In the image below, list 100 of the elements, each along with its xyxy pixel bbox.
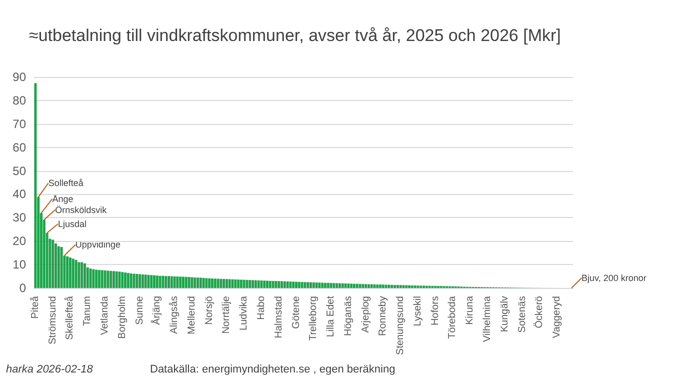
bar xyxy=(214,278,216,288)
bar xyxy=(92,269,95,288)
bar xyxy=(408,285,411,288)
x-tick-label: Lysekil xyxy=(412,296,424,326)
x-tick-label: Strömsund xyxy=(47,296,58,344)
bar xyxy=(179,276,182,288)
x-tick-label: Alingsås xyxy=(168,296,180,334)
bar xyxy=(237,280,240,288)
bar xyxy=(220,278,222,288)
text: Bjuv, 200 kronor xyxy=(582,273,646,283)
bar xyxy=(124,272,127,288)
bar xyxy=(252,280,254,288)
x-tick-label: Sunne xyxy=(134,296,146,325)
bar xyxy=(370,284,373,288)
bar xyxy=(173,276,176,288)
bar xyxy=(147,274,150,288)
bar xyxy=(138,274,142,288)
bar xyxy=(225,279,228,288)
x-tick-label: Trelleborg xyxy=(308,296,320,341)
bar xyxy=(112,271,115,288)
bar xyxy=(176,276,179,288)
x-tick-label: Tanum xyxy=(82,296,94,326)
x-tick-label: Vaggeryd xyxy=(552,296,563,338)
bar xyxy=(156,276,158,288)
x-tick-label: Kungälv xyxy=(499,296,510,332)
bar xyxy=(382,284,384,288)
bar xyxy=(106,270,110,288)
y-tick-label: 10 xyxy=(12,258,26,272)
bar xyxy=(234,279,237,288)
x-tick-label: Habo xyxy=(256,296,267,320)
bar xyxy=(315,282,318,288)
x-tick-label: Piteå xyxy=(28,296,41,319)
bar xyxy=(266,280,269,288)
bar xyxy=(199,278,202,288)
annotation: Ånge xyxy=(52,194,74,204)
x-tick-label: Vilhelmina xyxy=(482,296,494,342)
bar xyxy=(304,282,306,288)
bar xyxy=(260,280,263,288)
bar xyxy=(330,282,332,288)
bar xyxy=(405,285,408,288)
bar xyxy=(384,284,388,288)
x-tick-label: Halmstad xyxy=(273,296,284,338)
bar xyxy=(115,271,118,288)
bar xyxy=(341,283,344,288)
x-tick-label: Borgholm xyxy=(116,296,128,339)
bar xyxy=(248,280,252,288)
x-tick-label: Ludvika xyxy=(238,296,250,330)
bar xyxy=(141,274,144,288)
bar xyxy=(57,246,60,288)
bar xyxy=(254,280,257,288)
bar xyxy=(164,276,168,288)
bar xyxy=(326,282,330,288)
bar xyxy=(350,284,353,288)
bar xyxy=(364,284,368,288)
bar xyxy=(132,274,136,288)
bar xyxy=(126,272,130,288)
bar xyxy=(95,270,98,288)
x-tick-label: Hofors xyxy=(430,296,441,326)
bar xyxy=(68,258,72,288)
bar xyxy=(194,277,196,288)
bar xyxy=(390,284,394,288)
annotation: Ljusdal xyxy=(58,218,87,229)
bar xyxy=(376,284,379,288)
bar xyxy=(338,283,341,288)
y-tick-label: 60 xyxy=(12,140,26,154)
bar xyxy=(168,276,170,288)
bar xyxy=(158,276,162,288)
x-tick-label: Mellerud xyxy=(186,296,198,334)
bar xyxy=(332,283,336,288)
bar xyxy=(396,284,399,288)
bar xyxy=(306,282,310,288)
bar xyxy=(188,276,190,288)
y-tick-label: 70 xyxy=(12,116,26,131)
bar xyxy=(228,279,231,288)
bar xyxy=(78,262,80,288)
x-tick-label: Arjeplog xyxy=(360,296,372,333)
bar xyxy=(80,262,84,288)
bar xyxy=(344,283,347,288)
bar xyxy=(240,280,242,288)
y-tick-label: 40 xyxy=(12,187,26,202)
x-tick-label: Öckerö xyxy=(533,296,546,328)
bar xyxy=(136,274,138,288)
x-tick-label: Skellefteå xyxy=(64,296,76,340)
x-tick-label: Norsjö xyxy=(204,296,215,325)
y-tick-label: 20 xyxy=(12,234,26,248)
text: Datakälla: energimyndigheten.se , egen beräkning xyxy=(150,364,396,376)
bar xyxy=(222,278,226,288)
bar xyxy=(295,282,298,288)
bar xyxy=(292,282,295,288)
y-tick-label: 30 xyxy=(12,210,26,225)
annotation: Sollefteå xyxy=(48,178,84,188)
bar xyxy=(130,273,132,288)
bar xyxy=(379,284,382,288)
bar xyxy=(74,260,78,288)
y-tick-label: 50 xyxy=(12,164,26,178)
y-tick-label: 0 xyxy=(19,281,26,295)
bar xyxy=(367,284,370,288)
x-tick-label: Ronneby xyxy=(378,296,389,336)
x-tick-label: Sotenäs xyxy=(516,296,528,333)
bar xyxy=(144,274,147,288)
